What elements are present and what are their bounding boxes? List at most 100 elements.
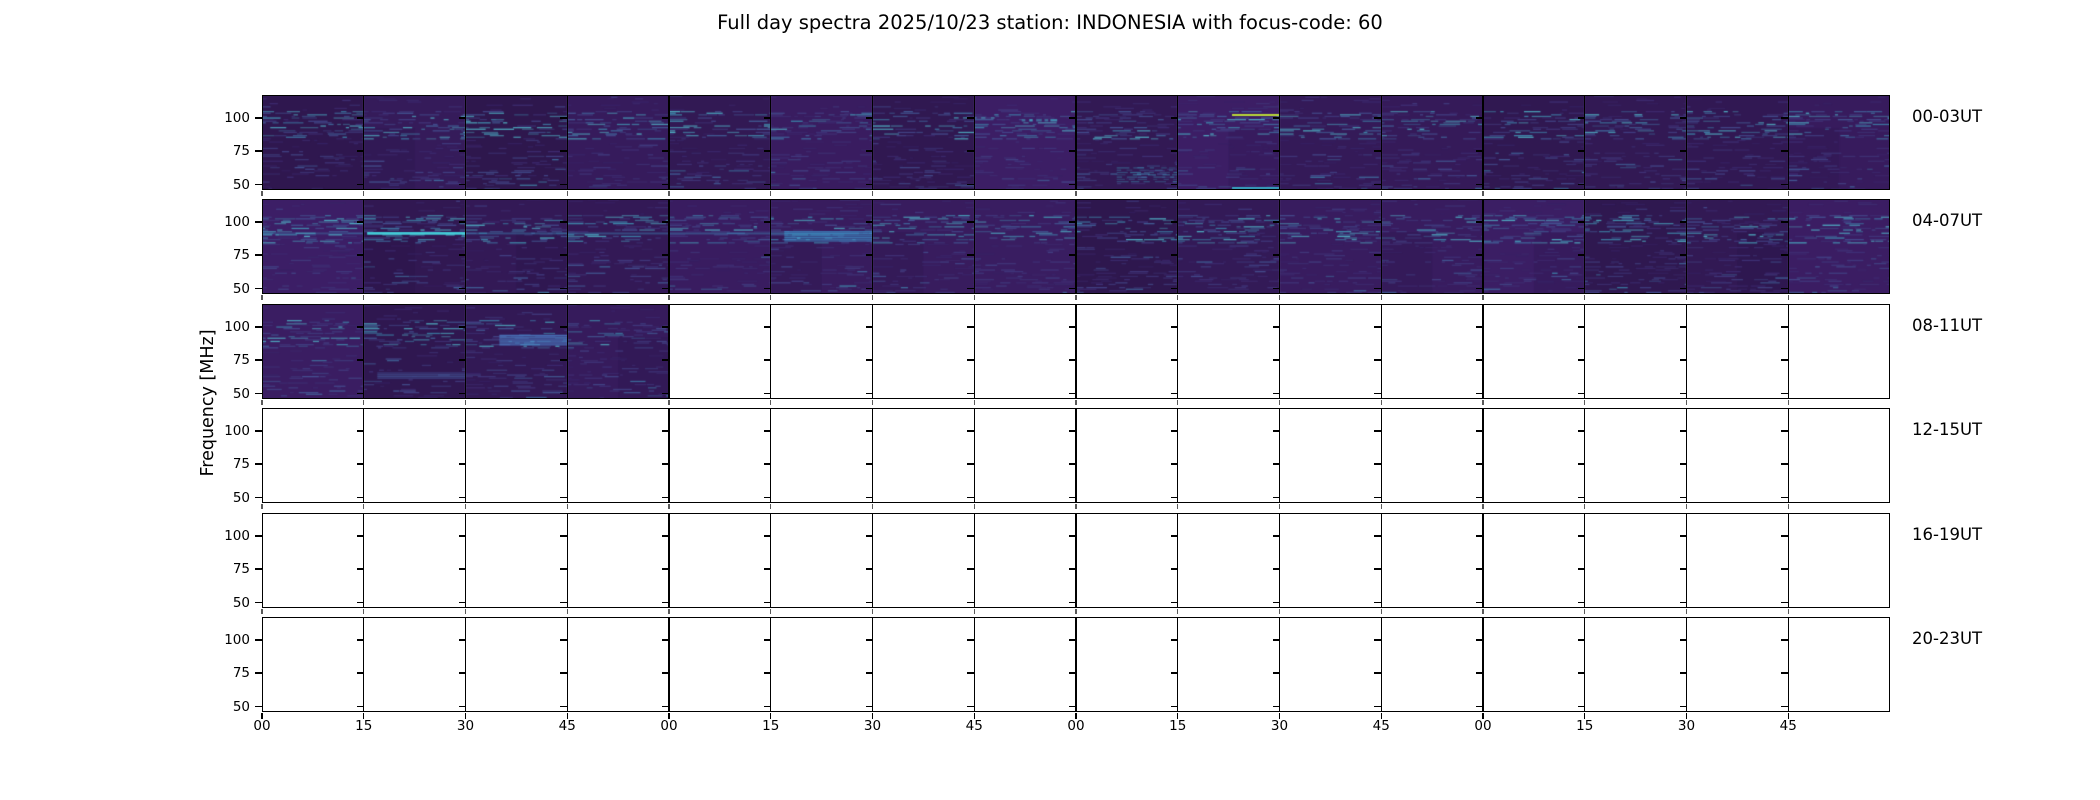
y-tick xyxy=(1476,429,1483,432)
x-tick xyxy=(261,294,263,300)
y-tick-label: 50 xyxy=(232,489,250,506)
y-tick xyxy=(560,429,568,432)
row-label: 16-19UT xyxy=(1912,525,1983,544)
y-tick xyxy=(967,325,975,328)
x-tick xyxy=(871,608,874,614)
y-tick xyxy=(662,150,669,153)
y-tick xyxy=(1577,359,1585,362)
cell-boundary-line xyxy=(1380,199,1382,294)
x-tick xyxy=(464,608,467,614)
x-tick xyxy=(770,294,772,300)
cell-boundary-line xyxy=(1584,199,1586,294)
row-label: 20-23UT xyxy=(1912,629,1983,648)
y-tick xyxy=(763,429,771,432)
y-tick xyxy=(560,672,568,675)
cell-boundary-line xyxy=(1177,408,1179,503)
y-tick xyxy=(458,287,466,290)
hour-boundary-line xyxy=(1074,513,1078,608)
cell-boundary-line xyxy=(1278,617,1281,712)
x-tick xyxy=(1584,190,1586,196)
y-tick xyxy=(865,150,873,153)
y-tick xyxy=(1272,325,1280,328)
y-tick xyxy=(865,183,873,186)
y-tick xyxy=(1476,463,1483,466)
y-tick xyxy=(1679,183,1687,186)
x-tick xyxy=(871,190,874,196)
x-tick xyxy=(363,712,365,719)
x-tick xyxy=(261,503,263,509)
y-tick xyxy=(1069,116,1076,119)
y-tick xyxy=(662,116,669,119)
x-tick xyxy=(1482,294,1484,300)
y-tick xyxy=(662,672,669,675)
y-tick xyxy=(458,463,466,466)
y-tick xyxy=(1679,672,1687,675)
x-tick xyxy=(1787,608,1789,614)
y-tick xyxy=(1679,638,1687,641)
y-tick xyxy=(967,287,975,290)
y-tick xyxy=(763,568,771,571)
x-tick-label: 00 xyxy=(1067,718,1085,734)
y-tick xyxy=(1374,254,1382,257)
x-tick xyxy=(464,503,467,509)
y-tick xyxy=(356,638,364,641)
cell-boundary-line xyxy=(1380,408,1382,503)
y-tick xyxy=(662,254,669,257)
y-tick xyxy=(662,183,669,186)
y-tick xyxy=(1170,150,1178,153)
y-tick xyxy=(255,429,262,432)
cell-boundary-line xyxy=(1278,95,1281,190)
y-tick xyxy=(1781,392,1789,395)
x-tick xyxy=(566,294,568,300)
y-tick xyxy=(458,496,466,499)
x-tick xyxy=(1278,190,1281,196)
x-tick xyxy=(1075,608,1077,614)
y-tick xyxy=(1272,254,1280,257)
x-tick xyxy=(668,294,670,300)
y-tick xyxy=(1170,429,1178,432)
hour-boundary-line xyxy=(667,408,671,503)
cell-boundary-line xyxy=(1380,513,1382,608)
x-tick xyxy=(566,503,568,509)
y-tick xyxy=(1577,220,1585,223)
y-tick xyxy=(356,463,364,466)
y-tick xyxy=(1069,496,1076,499)
spectra-row-12-15UT: 100 75 50 12-15UT xyxy=(224,408,1982,509)
y-tick xyxy=(1170,705,1178,708)
y-tick-label: 100 xyxy=(224,527,250,544)
hour-boundary-line xyxy=(1481,304,1485,399)
y-tick xyxy=(356,429,364,432)
y-tick xyxy=(1272,601,1280,604)
y-tick xyxy=(1272,392,1280,395)
y-tick xyxy=(1476,392,1483,395)
y-tick xyxy=(356,568,364,571)
y-tick xyxy=(1679,220,1687,223)
y-tick xyxy=(1170,116,1178,119)
y-tick xyxy=(1781,534,1789,537)
y-tick xyxy=(1170,672,1178,675)
cell-boundary-line xyxy=(871,95,874,190)
y-tick xyxy=(1781,672,1789,675)
hour-boundary-line xyxy=(1074,199,1078,294)
y-tick xyxy=(1577,496,1585,499)
x-tick xyxy=(668,712,670,719)
hour-boundary-line xyxy=(667,513,671,608)
x-tick xyxy=(464,712,467,719)
y-tick xyxy=(1272,359,1280,362)
y-tick xyxy=(1476,359,1483,362)
y-tick xyxy=(1170,496,1178,499)
y-tick xyxy=(1069,638,1076,641)
y-tick xyxy=(356,705,364,708)
cell-boundary-line xyxy=(1584,95,1586,190)
y-tick xyxy=(1679,705,1687,708)
y-tick xyxy=(1679,568,1687,571)
cell-boundary-line xyxy=(464,408,467,503)
spectra-row-20-23UT: 100 75 50 00 15 30 45 00 15 30 45 00 15 30 45 00 15 30 45 2… xyxy=(224,617,1982,734)
y-tick xyxy=(560,534,568,537)
y-tick xyxy=(1069,463,1076,466)
cell-boundary-line xyxy=(363,408,365,503)
y-tick xyxy=(1476,496,1483,499)
cell-boundary-line xyxy=(973,95,975,190)
cell-boundary-line xyxy=(973,617,975,712)
x-tick-label: 00 xyxy=(253,718,271,734)
